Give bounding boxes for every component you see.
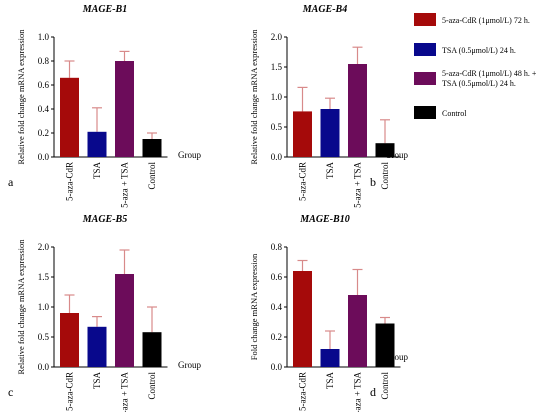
bar-5-aza-tsa: [115, 61, 134, 157]
x-tick-label: 5-aza + TSA: [353, 372, 363, 412]
y-axis-label: Fold change mRNA expression: [249, 253, 259, 360]
y-tick-label: 1.0: [38, 302, 50, 312]
bar-control: [142, 332, 162, 367]
chart-panel-b: MAGE-B4 0.0 0.5 1.0 1.5 2.0 Relative fold chan…: [249, 4, 408, 208]
x-tick-label: TSA: [325, 162, 335, 180]
x-tick-label: 5-aza + TSA: [353, 162, 363, 208]
bar-tsa: [320, 109, 340, 157]
x-tick-label: 5-aza-CdR: [65, 162, 75, 201]
legend-swatch: [414, 43, 436, 56]
y-tick-label: 0.0: [271, 362, 283, 372]
x-tick-label: Control: [380, 162, 390, 190]
x-tick-label: 5-aza + TSA: [120, 372, 130, 412]
y-tick-label: 0.2: [38, 128, 49, 138]
x-axis-label: Group: [178, 150, 201, 160]
y-tick-label: 0.8: [38, 56, 50, 66]
chart-title: MAGE-B5: [82, 214, 127, 225]
y-tick-label: 1.5: [271, 62, 283, 72]
chart-panel-c: MAGE-B5 0.0 0.5 1.0 1.5 2.0 Relative fold chan…: [8, 214, 201, 412]
legend-swatch: [414, 13, 436, 26]
bar-5-aza-cdr: [293, 111, 312, 157]
bar-5-aza-tsa: [115, 274, 134, 367]
y-axis-label: Relative fold change mRNA expression: [249, 29, 259, 165]
y-axis-label: Relative fold change mRNA expression: [16, 29, 26, 165]
bar-5-aza-cdr: [60, 77, 79, 157]
y-tick-label: 0.2: [271, 332, 282, 342]
x-axis-label: Group: [385, 352, 408, 362]
legend-label: Control: [442, 109, 467, 118]
y-tick-label: 0.6: [271, 272, 283, 282]
legend-label: 5-aza-CdR (1μmol/L) 72 h.: [442, 16, 530, 25]
y-tick-label: 0.0: [38, 362, 50, 372]
y-tick-label: 1.5: [38, 272, 50, 282]
y-tick-label: 0.8: [271, 242, 283, 252]
bar-control: [375, 323, 395, 367]
y-tick-label: 1.0: [38, 32, 50, 42]
x-axis-label: Group: [385, 150, 408, 160]
legend-swatch: [414, 72, 436, 85]
bar-5-aza-tsa: [348, 64, 367, 157]
legend: 5-aza-CdR (1μmol/L) 72 h. TSA (0.5μmol/L)…: [414, 13, 537, 119]
bar-5-aza-tsa: [348, 295, 367, 367]
panel-letter: b: [370, 175, 376, 189]
panel-letter: d: [370, 385, 376, 399]
chart-panel-a: MAGE-B1 0.0 0.2 0.4 0.6 0.8 1.0 Relative fold c…: [8, 4, 201, 208]
x-tick-label: 5-aza-CdR: [298, 162, 308, 201]
legend-label: 5-aza-CdR (1μmol/L) 48 h. + TSA (0.5μmol/…: [442, 69, 537, 88]
x-tick-label: TSA: [325, 372, 335, 390]
y-tick-label: 0.5: [271, 122, 283, 132]
bar-tsa: [87, 131, 107, 157]
x-tick-label: 5-aza-CdR: [65, 372, 75, 411]
x-tick-label: Control: [147, 372, 157, 400]
y-tick-label: 2.0: [38, 242, 50, 252]
y-tick-label: 0.4: [271, 302, 283, 312]
chart-title: MAGE-B10: [299, 214, 349, 225]
x-tick-label: Control: [147, 162, 157, 190]
x-tick-label: TSA: [92, 162, 102, 180]
y-tick-label: 0.0: [271, 152, 283, 162]
legend-label: TSA (0.5μmol/L) 24 h.: [442, 46, 516, 55]
bar-control: [375, 143, 395, 157]
legend-swatch: [414, 106, 436, 119]
y-axis-label: Relative fold change mRNA expression: [16, 239, 26, 375]
x-axis-label: Group: [178, 360, 201, 370]
chart-title: MAGE-B1: [82, 4, 127, 15]
bar-control: [142, 139, 162, 157]
panel-letter: a: [8, 175, 14, 189]
y-tick-label: 0.6: [38, 80, 50, 90]
bar-tsa: [87, 326, 107, 367]
x-tick-label: 5-aza + TSA: [120, 162, 130, 208]
chart-panel-d: MAGE-B10 0.0 0.2 0.4 0.6 0.8 Fold change mRNA …: [249, 214, 408, 412]
y-tick-label: 0.5: [38, 332, 50, 342]
bar-tsa: [320, 349, 340, 367]
y-tick-label: 1.0: [271, 92, 283, 102]
x-tick-label: 5-aza-CdR: [298, 372, 308, 411]
y-tick-label: 0.0: [38, 152, 50, 162]
chart-title: MAGE-B4: [302, 4, 347, 15]
y-tick-label: 0.4: [38, 104, 50, 114]
x-tick-label: Control: [380, 372, 390, 400]
x-tick-label: TSA: [92, 372, 102, 390]
bar-5-aza-cdr: [60, 313, 79, 367]
panel-letter: c: [8, 385, 13, 399]
y-tick-label: 2.0: [271, 32, 283, 42]
bar-5-aza-cdr: [293, 271, 312, 367]
